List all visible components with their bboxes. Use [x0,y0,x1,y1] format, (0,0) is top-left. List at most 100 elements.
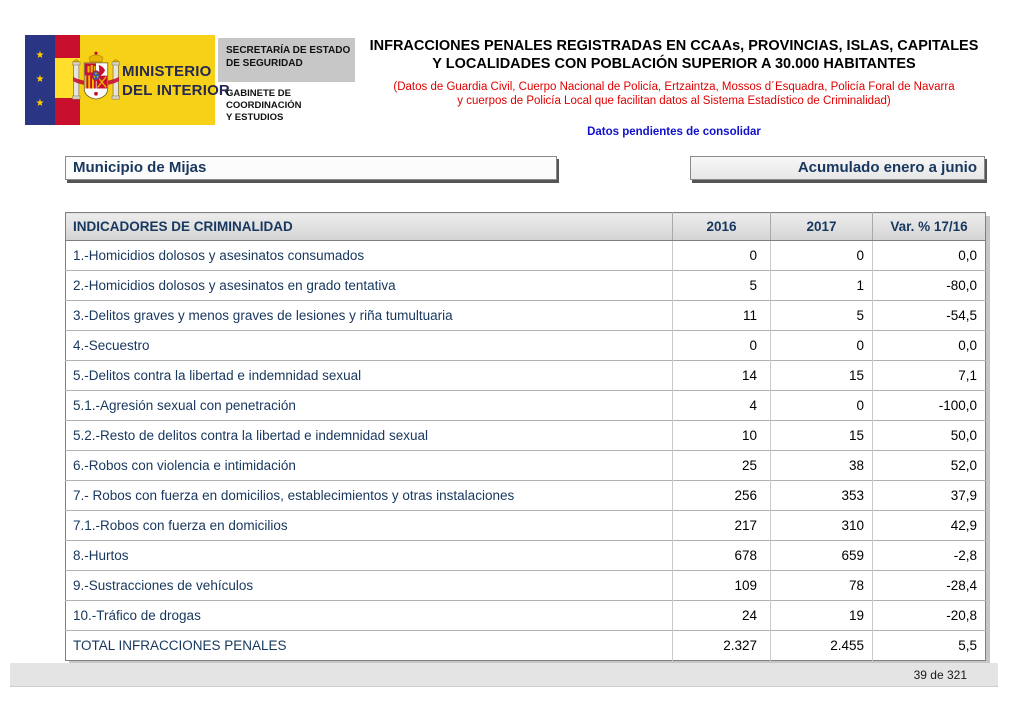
ministry-logo: ★ ★ ★ [25,35,230,125]
variation-cell: 50,0 [872,420,986,451]
value-2016-cell: 24 [672,600,771,631]
table-row: 5.1.-Agresión sexual con penetración 4 0 -1… [65,390,986,421]
eu-star-icon: ★ [35,74,45,85]
eu-star-icon: ★ [35,50,45,61]
indicator-cell: TOTAL INFRACCIONES PENALES [65,630,673,661]
title-line2: Y LOCALIDADES CON POBLACIÓN SUPERIOR A 3… [432,56,916,72]
value-2017-cell: 5 [770,300,873,331]
variation-cell: -54,5 [872,300,986,331]
variation-cell: -28,4 [872,570,986,601]
year-2016-column-header: 2016 [672,212,771,241]
period-selector[interactable]: Acumulado enero a junio [690,156,985,180]
value-2016-cell: 2.327 [672,630,771,661]
title-line1: INFRACCIONES PENALES REGISTRADAS EN CCAA… [369,38,979,54]
indicator-cell: 5.1.-Agresión sexual con penetración [65,390,673,421]
value-2017-cell: 659 [770,540,873,571]
table-row: 3.-Delitos graves y menos graves de lesi… [65,300,986,331]
municipality-selector[interactable]: Municipio de Mijas [65,156,557,180]
value-2017-cell: 15 [770,420,873,451]
data-sources-line1: (Datos de Guardia Civil, Cuerpo Nacional… [393,81,955,93]
value-2017-cell: 38 [770,450,873,481]
indicator-cell: 5.2.-Resto de delitos contra la libertad… [65,420,673,451]
variation-cell: 5,5 [872,630,986,661]
secretaria-line1: SECRETARÍA DE ESTADO [226,45,351,56]
value-2016-cell: 109 [672,570,771,601]
gabinete-line2: Y ESTUDIOS [226,112,284,123]
eu-star-icon: ★ [35,98,45,109]
value-2017-cell: 0 [770,390,873,421]
table-row: 5.2.-Resto de delitos contra la libertad… [65,420,986,451]
year-2017-column-header: 2017 [770,212,873,241]
ministry-name: MINISTERIO DEL INTERIOR [122,62,230,100]
indicator-cell: 9.-Sustracciones de vehículos [65,570,673,601]
value-2016-cell: 11 [672,300,771,331]
indicator-cell: 10.-Tráfico de drogas [65,600,673,631]
table-row: 10.-Tráfico de drogas 24 19 -20,8 [65,600,986,631]
variation-cell: 37,9 [872,480,986,511]
table-header-row: INDICADORES DE CRIMINALIDAD 2016 2017 Va… [65,212,986,241]
table-row: 4.-Secuestro 0 0 0,0 [65,330,986,361]
report-title: INFRACCIONES PENALES REGISTRADAS EN CCAA… [356,37,992,108]
table-row: 5.-Delitos contra la libertad e indemnid… [65,360,986,391]
eu-flag-band: ★ ★ ★ [25,35,55,125]
variation-cell: -20,8 [872,600,986,631]
indicator-cell: 7.1.-Robos con fuerza en domicilios [65,510,673,541]
secretaria-label: SECRETARÍA DE ESTADO DE SEGURIDAD [218,38,355,82]
value-2017-cell: 0 [770,330,873,361]
value-2017-cell: 0 [770,240,873,271]
variation-cell: -80,0 [872,270,986,301]
indicator-cell: 4.-Secuestro [65,330,673,361]
table-row: 9.-Sustracciones de vehículos 109 78 -28,4 [65,570,986,601]
variation-column-header: Var. % 17/16 [872,212,986,241]
value-2017-cell: 353 [770,480,873,511]
value-2016-cell: 4 [672,390,771,421]
gabinete-line1: GABINETE DE COORDINACIÓN [226,88,302,111]
indicator-cell: 6.-Robos con violencia e intimidación [65,450,673,481]
secretaria-line2: DE SEGURIDAD [226,57,303,69]
value-2017-cell: 2.455 [770,630,873,661]
ministry-name-line2: DEL INTERIOR [122,82,230,99]
flag-red-stripe [55,98,80,125]
value-2016-cell: 25 [672,450,771,481]
variation-cell: 0,0 [872,240,986,271]
crime-indicators-table: INDICADORES DE CRIMINALIDAD 2016 2017 Va… [65,212,986,661]
crime-table-body: 1.-Homicidios dolosos y asesinatos consu… [65,240,986,661]
value-2017-cell: 310 [770,510,873,541]
value-2017-cell: 78 [770,570,873,601]
page-indicator: 39 de 321 [913,668,967,682]
value-2016-cell: 0 [672,330,771,361]
table-row: 7.1.-Robos con fuerza en domicilios 217 31… [65,510,986,541]
variation-cell: -2,8 [872,540,986,571]
table-row: 8.-Hurtos 678 659 -2,8 [65,540,986,571]
spain-coat-of-arms-icon [72,51,120,100]
value-2016-cell: 10 [672,420,771,451]
value-2016-cell: 14 [672,360,771,391]
gabinete-label: GABINETE DE COORDINACIÓN Y ESTUDIOS [218,88,358,124]
indicator-cell: 5.-Delitos contra la libertad e indemnid… [65,360,673,391]
indicators-column-header: INDICADORES DE CRIMINALIDAD [65,212,673,241]
variation-cell: 7,1 [872,360,986,391]
value-2016-cell: 256 [672,480,771,511]
variation-cell: 42,9 [872,510,986,541]
value-2016-cell: 678 [672,540,771,571]
table-total-row: TOTAL INFRACCIONES PENALES 2.327 2.455 5,5 [65,630,986,661]
value-2016-cell: 0 [672,240,771,271]
value-2016-cell: 217 [672,510,771,541]
table-row: 6.-Robos con violencia e intimidación 25 3… [65,450,986,481]
indicator-cell: 2.-Homicidios dolosos y asesinatos en gr… [65,270,673,301]
variation-cell: 0,0 [872,330,986,361]
value-2017-cell: 15 [770,360,873,391]
data-sources-note: (Datos de Guardia Civil, Cuerpo Nacional… [356,80,992,108]
value-2017-cell: 1 [770,270,873,301]
flag-red-stripe [55,35,80,58]
value-2017-cell: 19 [770,600,873,631]
variation-cell: -100,0 [872,390,986,421]
data-sources-line2: y cuerpos de Policía Local que facilitan… [457,95,891,107]
table-row: 7.- Robos con fuerza en domicilios, esta… [65,480,986,511]
indicator-cell: 3.-Delitos graves y menos graves de lesi… [65,300,673,331]
indicator-cell: 7.- Robos con fuerza en domicilios, esta… [65,480,673,511]
table-row: 2.-Homicidios dolosos y asesinatos en gr… [65,270,986,301]
variation-cell: 52,0 [872,450,986,481]
ministry-name-line1: MINISTERIO [122,63,212,80]
